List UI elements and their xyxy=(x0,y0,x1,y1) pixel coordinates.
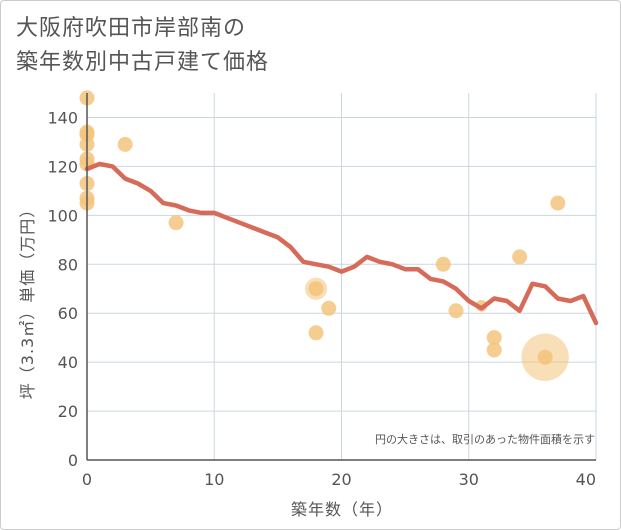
chart-title-line-1: 大阪府吹田市岸部南の xyxy=(16,16,247,41)
size-note: 円の大きさは、取引のあった物件面積を示す xyxy=(375,432,595,446)
y-tick-label: 60 xyxy=(58,304,78,323)
bubble-point xyxy=(117,136,133,152)
bubble-point xyxy=(308,281,324,297)
average-price-line xyxy=(84,161,599,326)
bubble-point xyxy=(486,342,502,358)
y-tick-label: 20 xyxy=(58,402,78,421)
chart-title-line-2: 築年数別中古戸建て価格 xyxy=(16,50,270,75)
y-axis-title: 坪（3.3㎡）単価（万円） xyxy=(18,201,37,399)
x-axis-title: 築年数（年） xyxy=(291,500,393,519)
bubble-point xyxy=(550,195,566,211)
chart-title: 大阪府吹田市岸部南の 築年数別中古戸建て価格 xyxy=(16,12,269,80)
bubble-point xyxy=(448,303,464,319)
axes: 0 20 40 60 80 100 120 140 0 10 20 30 40 xyxy=(47,93,596,489)
y-tick-label: 40 xyxy=(58,353,78,372)
y-tick-label: 120 xyxy=(47,157,78,176)
y-tick-label: 80 xyxy=(58,255,78,274)
bubble-point xyxy=(168,215,184,231)
x-tick-label: 20 xyxy=(331,470,351,489)
y-tick-label: 0 xyxy=(68,451,78,470)
bubble-point xyxy=(435,256,451,272)
y-tick-label: 140 xyxy=(47,108,78,127)
y-tick-label: 100 xyxy=(47,206,78,225)
bubble-point xyxy=(321,300,337,316)
bubble-point xyxy=(537,349,553,365)
average-line-series xyxy=(84,161,599,326)
x-tick-label: 10 xyxy=(204,470,224,489)
grid-lines xyxy=(87,93,597,460)
x-tick-label: 40 xyxy=(576,470,596,489)
bubble-point xyxy=(486,330,502,346)
bubble-point xyxy=(308,325,324,341)
bubble-point xyxy=(512,249,528,265)
x-tick-label: 0 xyxy=(82,470,92,489)
bubble-series xyxy=(79,90,569,381)
x-tick-label: 30 xyxy=(459,470,479,489)
